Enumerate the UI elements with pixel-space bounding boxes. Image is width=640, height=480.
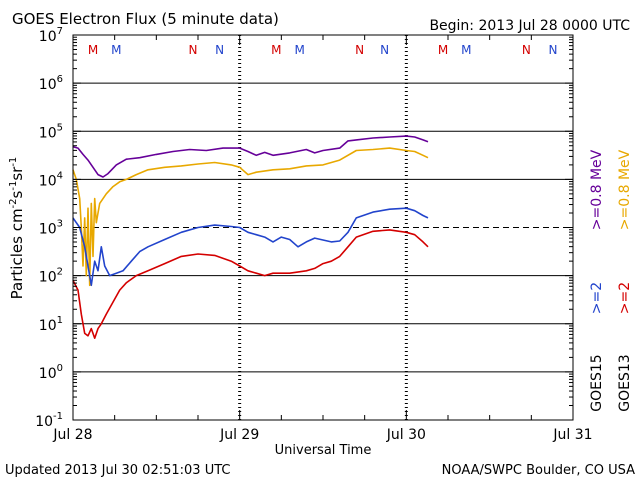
legend-entry-label: >=2 xyxy=(589,282,605,314)
x-tick-label: Jul 28 xyxy=(52,427,92,443)
series-line xyxy=(72,229,429,339)
series-line xyxy=(72,147,429,287)
y-tick-label: 102 xyxy=(39,267,63,286)
y-tick-label: 105 xyxy=(39,122,63,141)
begin-label: Begin: 2013 Jul 28 0000 UTC xyxy=(429,18,630,34)
chart-title: GOES Electron Flux (5 minute data) xyxy=(12,10,279,28)
legend: GOES15 GOES13 >=0.8 MeV >=2 >=0.8 MeV >=2 xyxy=(589,149,633,411)
event-marker-label: N xyxy=(189,43,198,57)
plot-grid xyxy=(73,82,573,373)
y-tick-label: 101 xyxy=(39,315,63,334)
series-line xyxy=(72,135,429,178)
legend-satellite-label: GOES13 xyxy=(617,354,633,411)
event-marker-label: M xyxy=(438,43,448,57)
legend-entry-label: >=0.8 MeV xyxy=(589,149,605,230)
event-marker-label: M xyxy=(111,43,121,57)
legend-satellite-label: GOES15 xyxy=(589,354,605,411)
event-marker-label: M xyxy=(294,43,304,57)
x-axis-label: Universal Time xyxy=(275,443,372,458)
series-layer xyxy=(72,135,429,339)
legend-entry-label: >=0.8 MeV xyxy=(617,149,633,230)
event-marker-label: N xyxy=(549,43,558,57)
updated-label: Updated 2013 Jul 30 02:51:03 UTC xyxy=(5,463,230,478)
event-marker-label: N xyxy=(380,43,389,57)
y-tick-label: 103 xyxy=(39,219,63,238)
y-axis-ticks: 10-1 100 101 102 103 104 105 106 107 xyxy=(35,26,573,430)
y-tick-label: 10-1 xyxy=(35,411,63,430)
event-marker-label: M xyxy=(461,43,471,57)
source-label: NOAA/SWPC Boulder, CO USA xyxy=(442,463,635,478)
event-marker-label: N xyxy=(522,43,531,57)
legend-entry-label: >=2 xyxy=(617,282,633,314)
x-tick-label: Jul 31 xyxy=(552,427,592,443)
series-line xyxy=(72,207,429,287)
event-marker-label: M xyxy=(88,43,98,57)
y-tick-label: 100 xyxy=(39,363,63,382)
event-marker-label: N xyxy=(215,43,224,57)
x-tick-label: Jul 29 xyxy=(219,427,259,443)
y-tick-label: 106 xyxy=(39,74,63,93)
y-tick-label: 104 xyxy=(39,170,63,189)
y-axis-label: Particles cm-2s-1sr-1 xyxy=(8,157,26,300)
event-marker-label: M xyxy=(271,43,281,57)
y-tick-label: 107 xyxy=(39,26,63,45)
event-marker-label: N xyxy=(355,43,364,57)
x-tick-label: Jul 30 xyxy=(386,427,426,443)
x-axis-ticks: Jul 28 Jul 29 Jul 30 Jul 31 xyxy=(52,35,593,443)
